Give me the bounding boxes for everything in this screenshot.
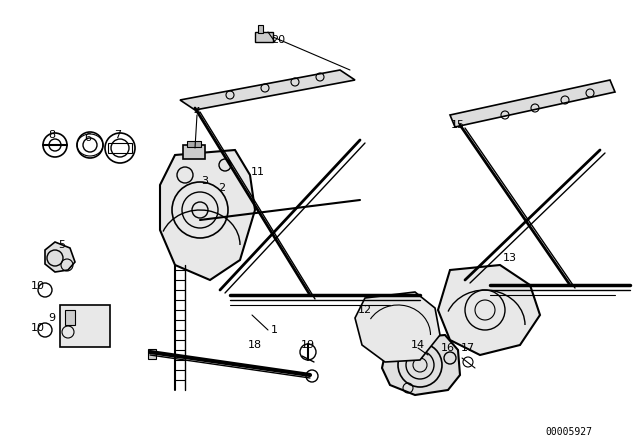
Text: 20: 20: [271, 35, 285, 45]
Text: 8: 8: [49, 130, 56, 140]
Text: 17: 17: [461, 343, 475, 353]
Polygon shape: [382, 335, 460, 395]
Text: 9: 9: [49, 313, 56, 323]
Bar: [187, 141, 201, 147]
Text: 6: 6: [84, 133, 92, 143]
Polygon shape: [355, 292, 440, 362]
Text: 11: 11: [251, 167, 265, 177]
Bar: [60, 305, 110, 347]
Bar: [390, 345, 410, 360]
Text: 3: 3: [202, 176, 209, 186]
Bar: [258, 25, 263, 33]
Bar: [108, 143, 132, 153]
Bar: [255, 32, 273, 42]
Text: 2: 2: [218, 183, 225, 193]
Text: 10: 10: [31, 323, 45, 333]
Text: 7: 7: [115, 130, 122, 140]
Text: 14: 14: [411, 340, 425, 350]
Text: 19: 19: [301, 340, 315, 350]
Polygon shape: [450, 80, 615, 127]
Text: 00005927: 00005927: [545, 427, 592, 437]
Text: 15: 15: [451, 120, 465, 130]
Polygon shape: [180, 70, 355, 110]
Text: 18: 18: [248, 340, 262, 350]
Text: 13: 13: [503, 253, 517, 263]
Text: 4: 4: [193, 107, 200, 117]
Polygon shape: [160, 150, 255, 280]
Bar: [183, 145, 205, 159]
Text: 10: 10: [31, 281, 45, 291]
Text: 1: 1: [271, 325, 278, 335]
Bar: [65, 310, 75, 325]
Text: 12: 12: [358, 305, 372, 315]
Text: 16: 16: [441, 343, 455, 353]
Polygon shape: [45, 242, 75, 272]
Bar: [148, 349, 156, 359]
Polygon shape: [438, 265, 540, 355]
Text: 5: 5: [58, 240, 65, 250]
